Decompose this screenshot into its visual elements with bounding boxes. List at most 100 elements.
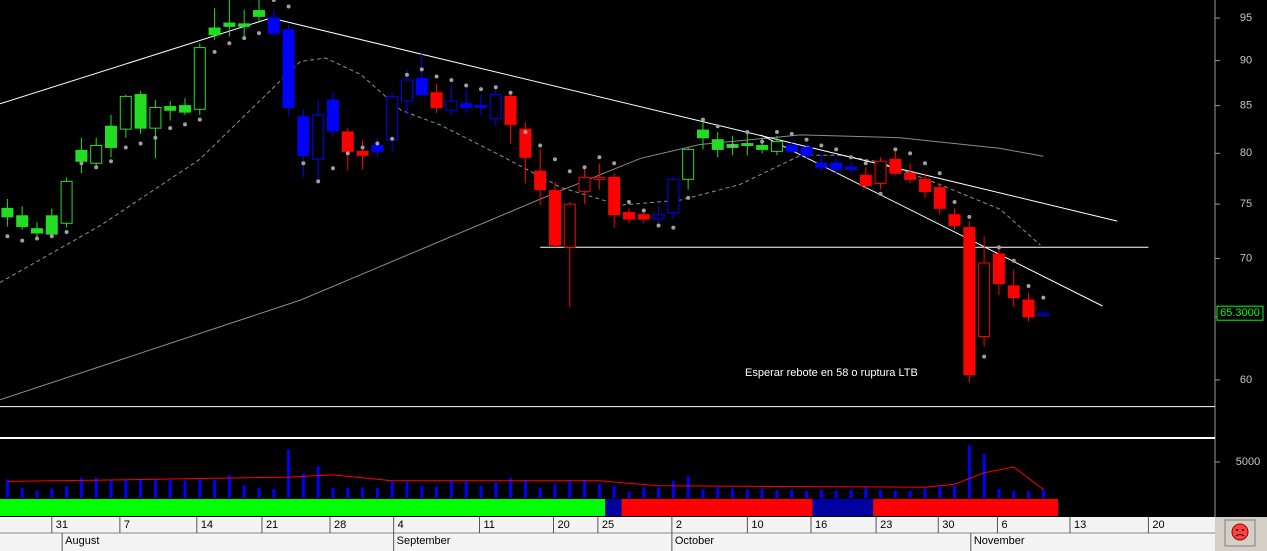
sar-dot <box>671 225 676 230</box>
candle-body <box>741 143 754 147</box>
candle-body <box>297 116 310 156</box>
volume-bar <box>464 480 468 498</box>
sar-dot <box>404 72 409 77</box>
volume-bar <box>405 481 409 498</box>
volume-bar <box>5 479 9 498</box>
candle-body <box>770 141 783 152</box>
volume-bar <box>938 486 942 498</box>
volume-bar <box>982 454 986 498</box>
volume-bar <box>849 489 853 498</box>
candle-body <box>933 187 946 209</box>
candle-body <box>1022 299 1035 318</box>
candle-body <box>267 17 280 34</box>
sar-dot <box>760 139 765 144</box>
x-tick-label: 31 <box>56 519 68 531</box>
sar-dot <box>538 143 543 148</box>
volume-average <box>7 466 1044 490</box>
candle-body <box>978 262 991 337</box>
volume-bar <box>716 487 720 498</box>
volume-bar <box>701 489 705 498</box>
candle-body <box>608 176 621 216</box>
volume-bar <box>893 490 897 498</box>
volume-bar <box>523 479 527 498</box>
icon-face[interactable] <box>1231 523 1249 541</box>
candle-body <box>696 129 709 139</box>
sar-dot <box>227 41 232 46</box>
candle-body <box>90 145 103 164</box>
volume-bar <box>864 487 868 498</box>
volume-bar <box>819 489 823 498</box>
sar-dot <box>493 85 498 90</box>
x-tick-label: 28 <box>334 519 346 531</box>
sar-dot <box>94 165 99 170</box>
volume-bar <box>879 490 883 498</box>
x-tick-label: 23 <box>880 519 892 531</box>
x-tick-label: 2 <box>676 519 682 531</box>
volume-bar <box>272 488 276 498</box>
volume-bar <box>361 487 365 498</box>
candle-body <box>149 106 162 129</box>
volume-bar <box>494 482 498 498</box>
candle-body <box>252 10 265 17</box>
sar-dot <box>819 143 824 148</box>
candle-body <box>460 103 473 108</box>
candle-body <box>963 227 976 376</box>
regime-band <box>0 499 606 516</box>
y-tick-label: 80 <box>1240 147 1252 159</box>
sar-dot <box>153 135 158 140</box>
month-label: September <box>397 535 451 547</box>
regime-band <box>605 499 622 516</box>
sar-dot <box>49 234 54 239</box>
volume-bar <box>671 480 675 498</box>
volume-bar <box>124 479 128 498</box>
y-tick-label: 90 <box>1240 55 1252 67</box>
sar-dot <box>20 238 25 243</box>
volume-bar <box>790 489 794 498</box>
candle-body <box>815 162 828 168</box>
volume-bar <box>79 477 83 498</box>
volume-bar <box>479 485 483 498</box>
sar-dot <box>1041 295 1046 300</box>
candle-body <box>16 215 29 228</box>
sar-dot <box>863 161 868 166</box>
candle-body <box>371 145 384 152</box>
x-tick-label: 21 <box>266 519 278 531</box>
candle-body <box>400 79 413 102</box>
sar-dot <box>34 236 39 241</box>
volume-bar <box>242 485 246 498</box>
sar-dot <box>982 354 987 359</box>
y-tick-label: 75 <box>1240 198 1252 210</box>
candle-body <box>548 190 561 246</box>
last-price-label: 65.3000 <box>1220 307 1260 319</box>
candle-body <box>637 214 650 220</box>
candle-body <box>223 22 236 27</box>
status-icon[interactable] <box>1224 519 1256 547</box>
month-label: October <box>675 535 714 547</box>
volume-bar <box>1027 490 1031 498</box>
candle-body <box>178 105 191 113</box>
volume-bar <box>153 479 157 498</box>
candle-body <box>519 128 532 158</box>
annotation: Esperar rebote en 58 o ruptura LTB <box>745 367 918 379</box>
volume-bar <box>1012 490 1016 498</box>
candle-body <box>238 23 251 27</box>
sar-dot <box>582 165 587 170</box>
sar-dot <box>123 145 128 150</box>
regime-band <box>812 499 874 516</box>
candle-body <box>1007 285 1020 299</box>
sar-dot <box>330 166 335 171</box>
sar-dot <box>360 145 365 150</box>
volume-tick-label: 5000 <box>1236 456 1260 468</box>
sar-dot <box>908 151 913 156</box>
volume-bar <box>775 490 779 498</box>
volume-bar <box>390 481 394 498</box>
month-label: November <box>974 535 1025 547</box>
volume-bar <box>139 479 143 498</box>
y-tick-label: 85 <box>1240 100 1252 112</box>
candle-body <box>474 105 487 108</box>
volume-bar <box>612 485 616 498</box>
volume-bar <box>642 487 646 498</box>
x-tick-label: 7 <box>124 519 130 531</box>
volume-bar <box>65 486 69 498</box>
candle-body <box>918 178 931 193</box>
